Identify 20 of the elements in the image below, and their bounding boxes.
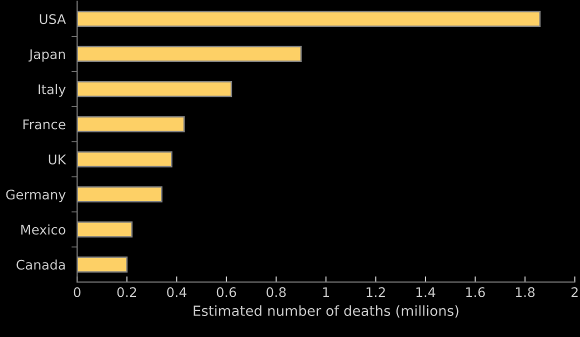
x-axis-title: Estimated number of deaths (millions): [194, 305, 458, 318]
x-tick-label: 0.8: [266, 287, 286, 298]
x-tick-label: 0: [74, 287, 80, 298]
x-tick-label: 2: [572, 287, 578, 297]
x-tick-label: 1.6: [466, 287, 485, 298]
x-tick-label: 0.4: [167, 287, 186, 298]
y-tick-label: Mexico: [21, 224, 66, 235]
y-tick-label: Germany: [6, 190, 66, 202]
x-tick-label: 1.8: [516, 287, 535, 298]
y-tick-label: Canada: [16, 260, 65, 270]
y-tick-label: USA: [40, 14, 66, 24]
x-tick-label: 1: [323, 287, 329, 297]
x-tick-label: 1.4: [416, 287, 436, 297]
x-tick-label: 0.6: [216, 287, 236, 298]
y-tick-label: Japan: [28, 49, 65, 62]
y-tick-label: France: [23, 120, 66, 130]
x-tick-label: 0.2: [117, 287, 136, 298]
y-tick-label: UK: [48, 154, 66, 164]
y-tick-label: Italy: [38, 84, 66, 97]
x-tick-label: 1.2: [366, 287, 385, 297]
